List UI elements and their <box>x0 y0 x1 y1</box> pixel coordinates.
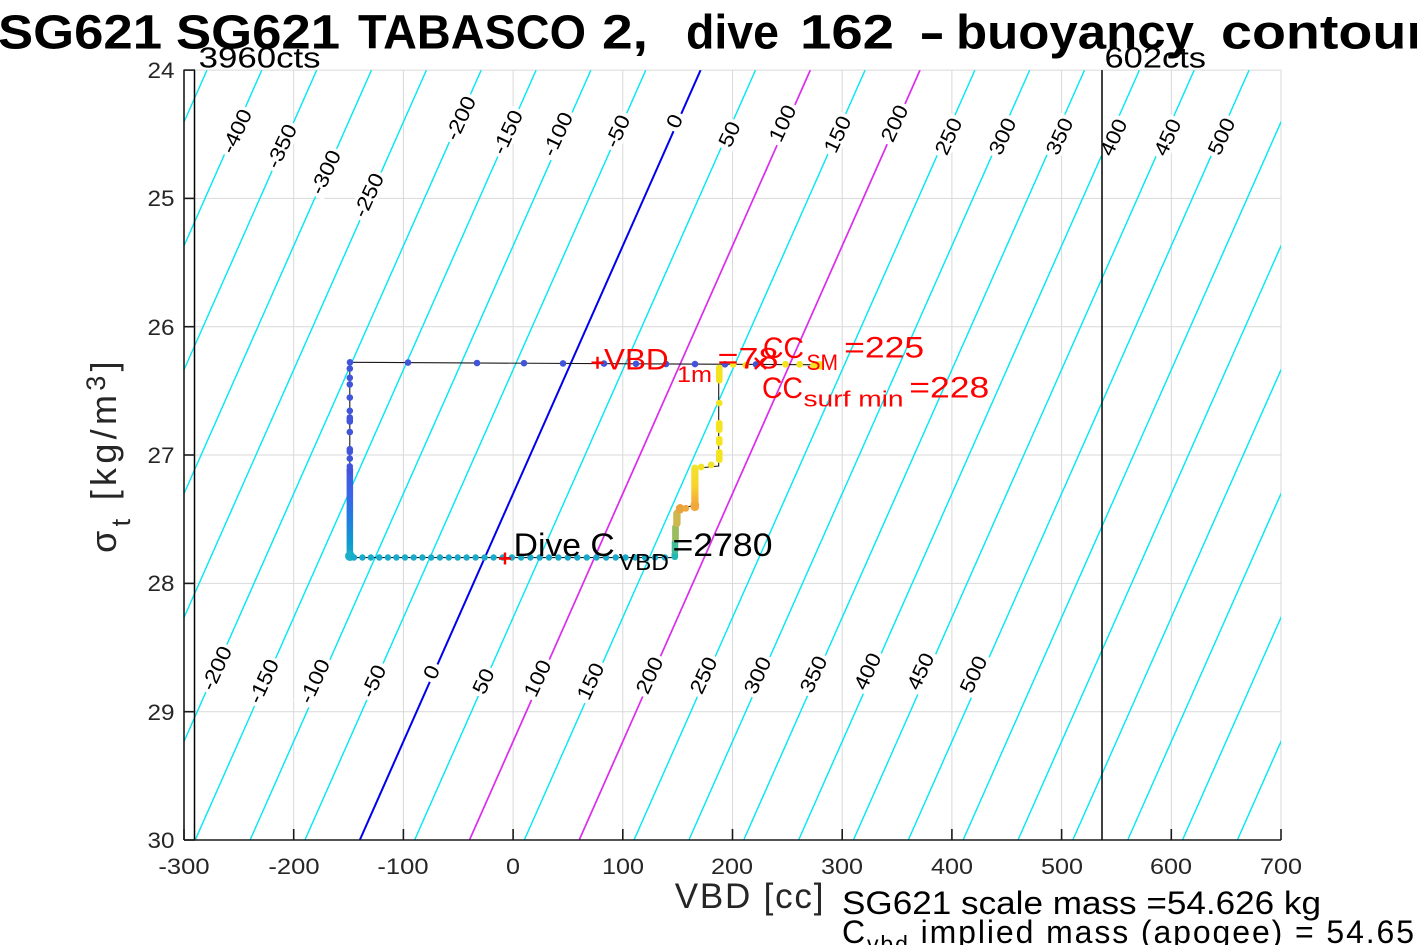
svg-text:buoyancy: buoyancy <box>956 7 1194 60</box>
svg-text:27: 27 <box>148 443 175 468</box>
svg-text:162: 162 <box>800 7 894 60</box>
svg-text:σt [kg/m3]: σt [kg/m3] <box>81 357 136 553</box>
svg-text:VBD: VBD <box>604 344 669 377</box>
svg-text:Cvbd implied mass (apogee) = 5: Cvbd implied mass (apogee) = 54.651 kg <box>842 914 1417 945</box>
svg-text:3960cts: 3960cts <box>199 43 321 75</box>
svg-text:30: 30 <box>148 828 175 853</box>
svg-text:600: 600 <box>1150 854 1192 879</box>
svg-text:1m: 1m <box>677 362 712 387</box>
svg-text:-200: -200 <box>268 854 319 879</box>
svg-text:29: 29 <box>148 700 175 725</box>
svg-text:200: 200 <box>711 854 753 879</box>
svg-text:-: - <box>919 7 945 60</box>
svg-text:700: 700 <box>1260 854 1302 879</box>
svg-text:SG621: SG621 <box>0 7 162 60</box>
svg-text:500: 500 <box>1041 854 1083 879</box>
svg-text:CC: CC <box>762 372 803 405</box>
svg-text:-300: -300 <box>158 854 209 879</box>
svg-text:SM: SM <box>807 350 839 375</box>
svg-text:Dive C: Dive C <box>514 527 615 563</box>
svg-text:SG621: SG621 <box>176 7 340 60</box>
svg-text:2,: 2, <box>602 7 648 60</box>
svg-text:=225: =225 <box>844 332 924 365</box>
svg-text:=228: =228 <box>909 372 989 405</box>
svg-text:602cts: 602cts <box>1105 43 1207 75</box>
svg-text:surf min: surf min <box>804 387 904 412</box>
svg-text:300: 300 <box>821 854 863 879</box>
svg-text:SG621 scale mass =54.626 kg: SG621 scale mass =54.626 kg <box>842 885 1321 921</box>
svg-text:-100: -100 <box>377 854 428 879</box>
svg-text:VBD: VBD <box>619 549 669 575</box>
svg-text:dive: dive <box>686 7 779 60</box>
svg-text:=2780: =2780 <box>673 527 773 563</box>
svg-text:25: 25 <box>148 186 175 211</box>
svg-text:VBD [cc]: VBD [cc] <box>675 877 826 916</box>
svg-text:400: 400 <box>931 854 973 879</box>
svg-text:=78: =78 <box>718 343 779 376</box>
svg-text:100: 100 <box>602 854 644 879</box>
svg-text:CC: CC <box>763 332 804 365</box>
svg-text:TABASCO: TABASCO <box>358 7 586 60</box>
svg-text:contours: contours <box>1221 7 1417 60</box>
svg-text:26: 26 <box>148 315 175 340</box>
svg-text:28: 28 <box>148 571 175 596</box>
svg-text:0: 0 <box>506 854 520 879</box>
svg-text:24: 24 <box>148 58 175 83</box>
